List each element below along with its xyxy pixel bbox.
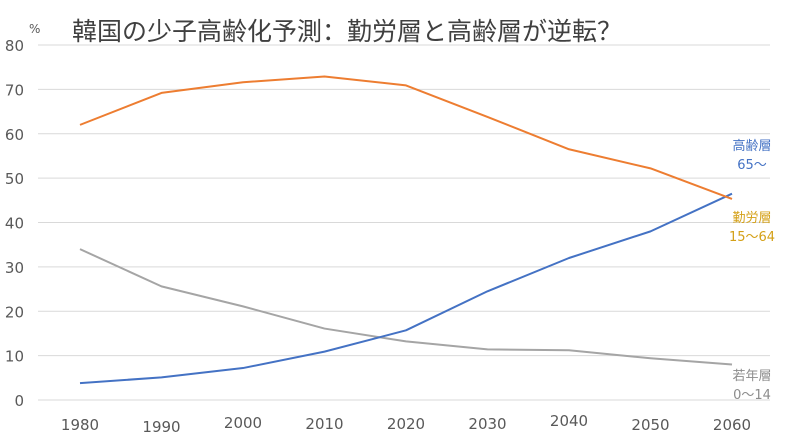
series-label-range: 15〜64: [729, 230, 775, 245]
chart-title: 韓国の少子高齢化予測：勤労層と高齢層が逆転？: [72, 17, 622, 46]
x-tick-label: 1990: [142, 418, 180, 436]
series-label-range: 0〜14: [733, 388, 771, 403]
x-tick-label: 2060: [713, 416, 751, 434]
series-label-name: 高齢層: [732, 138, 771, 154]
x-tick-label: 2050: [631, 416, 669, 434]
y-tick-label: 40: [5, 215, 24, 233]
x-tick-label: 1980: [61, 416, 99, 434]
x-tick-label: 2030: [468, 415, 506, 433]
series-labels: 勤労層 15〜64 高齢層 65〜若年層 0〜14: [729, 138, 775, 403]
x-tick-label: 2040: [550, 412, 588, 430]
y-tick-label: 20: [5, 303, 24, 321]
y-tick-label: 10: [5, 348, 24, 366]
y-tick-label: 80: [5, 37, 24, 55]
x-tick-label: 2000: [224, 414, 262, 432]
x-axis-ticks: 1980 1990 2000 2010 2020 2030 2040 2050 2060: [61, 412, 751, 436]
series-line-youth: [79, 248, 733, 366]
x-tick-label: 2010: [305, 415, 343, 433]
series-line-working-age: [79, 75, 733, 200]
y-tick-label: 50: [5, 170, 24, 188]
series-lines: [79, 75, 733, 385]
y-axis-ticks: 0 10 20 30 40 50 60 70 80: [5, 37, 24, 410]
series-label-name: 勤労層: [732, 211, 771, 226]
y-tick-label: 0: [14, 392, 24, 410]
y-tick-label: 30: [5, 259, 24, 277]
y-tick-label: 70: [5, 81, 24, 99]
series-line-elderly: [79, 192, 733, 385]
y-tick-label: 60: [5, 126, 24, 144]
series-label-range: 65〜: [737, 158, 767, 173]
y-axis-unit: %: [29, 22, 40, 36]
gridlines: [38, 44, 770, 401]
series-label-name: 若年層: [732, 368, 771, 384]
x-tick-label: 2020: [387, 415, 425, 433]
